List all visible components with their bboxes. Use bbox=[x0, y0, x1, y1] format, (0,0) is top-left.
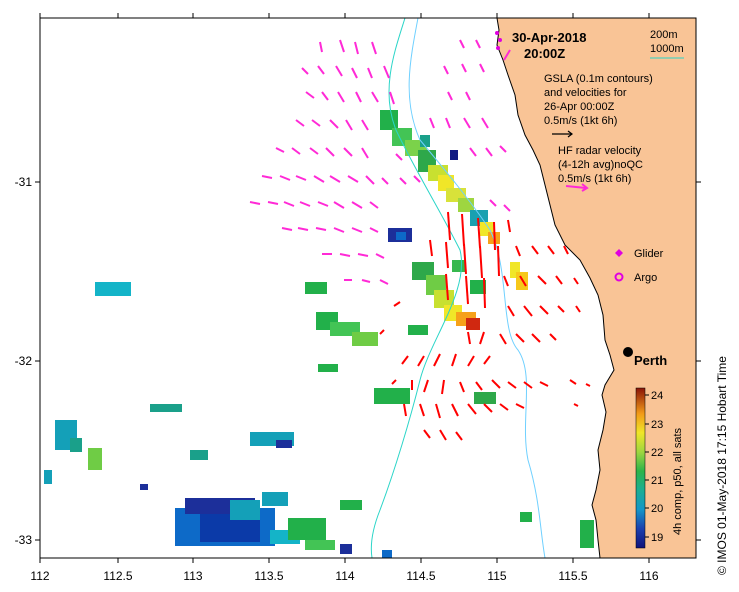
x-tick-label: 116 bbox=[639, 569, 658, 583]
x-tick-label: 112 bbox=[30, 569, 49, 583]
x-tick-label: 113.5 bbox=[254, 569, 283, 583]
hf-legend-line2: (4-12h avg)noQC bbox=[558, 159, 643, 171]
gsla-legend-line1: GSLA (0.1m contours) bbox=[544, 73, 653, 85]
y-axis: -31 -32 -33 bbox=[15, 175, 701, 547]
colorbar-tick: 20 bbox=[651, 503, 663, 515]
x-tick-label: 115 bbox=[487, 569, 506, 583]
x-tick-label: 112.5 bbox=[103, 569, 132, 583]
colorbar-label: 4h comp, p50, all sats bbox=[672, 427, 684, 535]
argo-legend: Argo bbox=[614, 272, 657, 284]
y-tick-label: -33 bbox=[15, 533, 33, 547]
y-tick-label: -32 bbox=[15, 354, 33, 368]
glider-icon bbox=[615, 249, 623, 257]
glider-legend-label: Glider bbox=[634, 248, 664, 260]
plot-area bbox=[39, 17, 697, 559]
glider-legend: Glider bbox=[615, 248, 664, 260]
x-axis: 112 112.5 113 113.5 114 114.5 115 115.5 … bbox=[30, 13, 659, 583]
contour-200m-label: 200m bbox=[650, 29, 678, 41]
gsla-vectors bbox=[379, 211, 591, 441]
contour-1000m bbox=[370, 18, 462, 558]
hf-radar-vectors bbox=[249, 39, 511, 285]
hf-legend-line1: HF radar velocity bbox=[558, 145, 642, 157]
colorbar-tick: 22 bbox=[651, 447, 663, 459]
x-tick-label: 114.5 bbox=[406, 569, 435, 583]
perth-label: Perth bbox=[634, 353, 667, 368]
colorbar-tick: 19 bbox=[651, 532, 663, 544]
hf-scale-arrow bbox=[565, 183, 589, 192]
hf-scale-label: 0.5m/s (1kt 6h) bbox=[558, 173, 631, 185]
glider-track bbox=[495, 31, 502, 50]
x-tick-label: 114 bbox=[335, 569, 354, 583]
x-tick-label: 113 bbox=[183, 569, 202, 583]
gsla-scale-arrow bbox=[552, 130, 573, 138]
date-label: 30-Apr-2018 bbox=[512, 30, 586, 45]
contour-200m bbox=[408, 18, 546, 558]
contour-1000m-label: 1000m bbox=[650, 43, 684, 55]
gsla-legend-line3: 26-Apr 00:00Z bbox=[544, 101, 615, 113]
credit-text: © IMOS 01-May-2018 17:15 Hobart Time bbox=[715, 356, 729, 575]
colorbar-tick: 24 bbox=[651, 390, 663, 402]
sst-patches bbox=[44, 110, 594, 558]
colorbar: 24 23 22 21 20 19 4h comp, p50, all sats bbox=[635, 387, 684, 549]
gsla-scale-label: 0.5m/s (1kt 6h) bbox=[544, 115, 617, 127]
perth-marker bbox=[623, 347, 633, 357]
x-tick-label: 115.5 bbox=[558, 569, 587, 583]
argo-icon bbox=[614, 272, 624, 282]
y-tick-label: -31 bbox=[15, 175, 33, 189]
gsla-legend-line2: and velocities for bbox=[544, 87, 627, 99]
time-label: 20:00Z bbox=[524, 46, 565, 61]
colorbar-tick: 21 bbox=[651, 475, 663, 487]
land-mass bbox=[496, 18, 696, 558]
colorbar-tick: 23 bbox=[651, 419, 663, 431]
argo-legend-label: Argo bbox=[634, 272, 657, 284]
